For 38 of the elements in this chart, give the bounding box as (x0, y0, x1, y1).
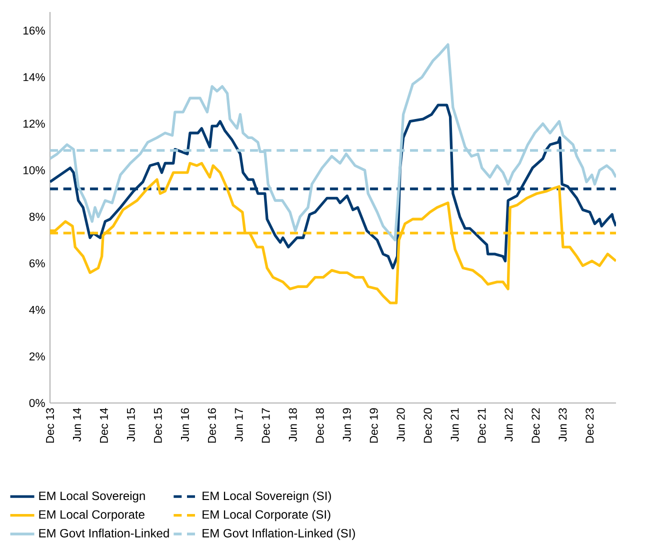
x-tick-label: Dec 20 (424, 408, 432, 443)
legend-label: EM Local Corporate (39, 510, 144, 522)
line-series (50, 104, 616, 270)
x-tick-label: Dec 21 (478, 408, 486, 443)
y-tick-label: 12% (23, 120, 45, 128)
x-tick-label: Dec 13 (46, 408, 54, 443)
x-tick-label: Jun 16 (180, 408, 189, 442)
x-tick-label: Jun 19 (342, 408, 351, 442)
y-tick-label: 10% (23, 166, 45, 174)
y-tick-label: 0% (29, 398, 45, 407)
line-series (50, 43, 616, 242)
x-tick-label: Jun 15 (127, 408, 135, 442)
y-tick-label: 16% (23, 26, 45, 35)
y-tick-label: 14% (23, 73, 45, 82)
x-tick-label: Dec 16 (208, 408, 216, 443)
x-tick-label: Jun 14 (73, 408, 81, 442)
legend-label: EM Govt Inflation-Linked (39, 528, 169, 538)
legend-label: EM Local Sovereign (39, 491, 145, 502)
legend-label: EM Local Corporate (SI) (202, 510, 330, 522)
y-tick-label: 4% (29, 306, 45, 314)
legend-label: EM Govt Inflation-Linked (SI) (202, 528, 355, 540)
x-tick-label: Dec 22 (532, 408, 540, 443)
legend-label: EM Local Sovereign (SI) (202, 491, 331, 502)
y-tick-label: 6% (30, 259, 45, 268)
x-tick-label: Jun 23 (558, 408, 567, 442)
x-tick-label: Jun 18 (288, 408, 297, 442)
x-tick-label: Dec 14 (100, 408, 108, 443)
x-tick-label: Dec 15 (154, 408, 162, 443)
x-tick-label: Dec 19 (370, 408, 378, 443)
x-tick-label: Jun 22 (504, 408, 513, 442)
y-tick-label: 8% (29, 212, 45, 221)
x-tick-label: Jun 20 (396, 408, 405, 442)
x-tick-label: Jun 17 (234, 408, 243, 442)
x-tick-label: Dec 17 (262, 408, 270, 443)
y-tick-label: 2% (29, 352, 45, 360)
x-tick-label: Jun 21 (450, 408, 459, 442)
x-tick-label: Dec 23 (586, 408, 594, 443)
x-tick-label: Dec 18 (316, 408, 324, 443)
